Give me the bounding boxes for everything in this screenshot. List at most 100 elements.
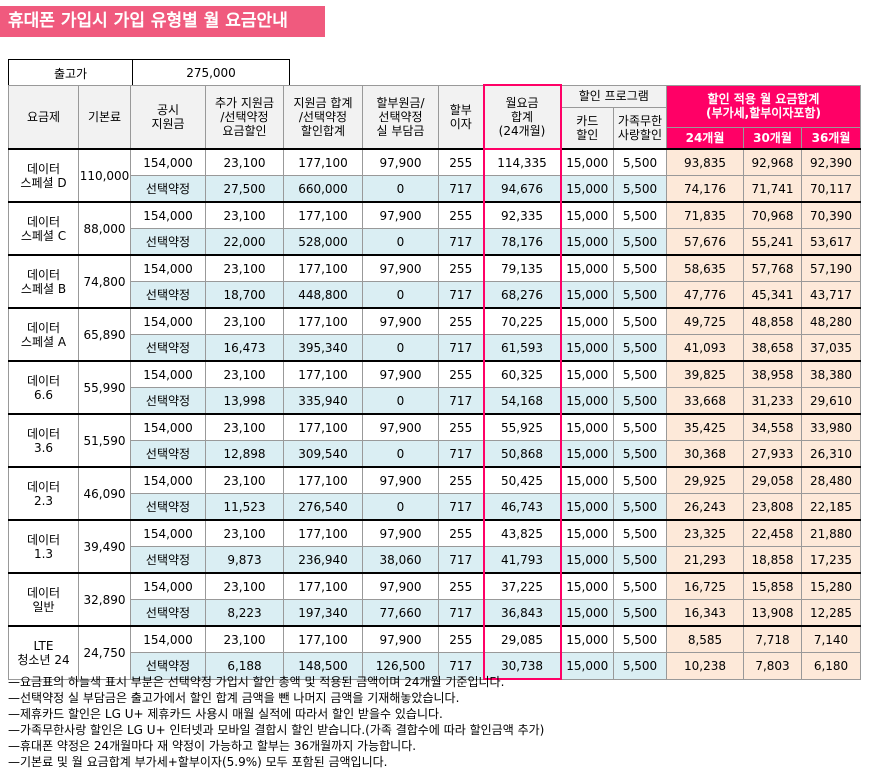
header-total: 지원금 합계 /선택약정 할인합계 (283, 84, 363, 150)
cell: 23,100 (205, 466, 284, 494)
cell: 255 (438, 466, 484, 494)
cell: 5,500 (613, 466, 667, 494)
cell: 23,100 (205, 254, 284, 282)
cell: 74,176 (666, 175, 744, 203)
cell: 23,100 (205, 519, 284, 547)
cell: 선택약정 (130, 493, 206, 521)
cell: 154,000 (130, 360, 206, 388)
cell: 15,000 (560, 599, 614, 627)
cell: 255 (438, 572, 484, 600)
cell: 5,500 (613, 334, 667, 362)
cell: 선택약정 (130, 599, 206, 627)
cell: 5,500 (613, 413, 667, 441)
cell: 49,725 (666, 307, 744, 335)
cell: 0 (362, 387, 439, 415)
table-row: 데이터 스페셜 D 110,000 154,000 23,100 177,100 97,9… (8, 148, 861, 203)
cell: 5,500 (613, 440, 667, 468)
cell: 선택약정 (130, 334, 206, 362)
header-interest: 할부 이자 (438, 84, 484, 150)
cell: 26,243 (666, 493, 744, 521)
note-line: —요금표의 하늘색 표시 부분은 선택약정 가입시 할인 총액 및 적용된 금액… (8, 675, 505, 689)
note-line: —제휴카드 할인은 LG U+ 제휴카드 사용시 매월 실적에 따라서 할인 받… (8, 707, 443, 721)
base-fee: 46,090 (78, 466, 131, 521)
cell: 38,060 (362, 546, 439, 574)
cell: 27,500 (205, 175, 284, 203)
cell: 15,000 (560, 148, 614, 176)
cell: 97,900 (362, 466, 439, 494)
plan-name: 데이터 2.3 (8, 466, 79, 521)
base-fee: 110,000 (78, 148, 131, 203)
cell: 23,100 (205, 148, 284, 176)
cell: 5,500 (613, 599, 667, 627)
cell: 177,100 (283, 625, 363, 653)
cell: 177,100 (283, 307, 363, 335)
cell: 15,000 (560, 625, 614, 653)
cell: 255 (438, 519, 484, 547)
cell: 54,168 (482, 387, 562, 415)
cell: 12,285 (801, 599, 861, 627)
cell: 28,480 (801, 466, 861, 494)
cell: 21,293 (666, 546, 744, 574)
cell: 0 (362, 440, 439, 468)
cell: 22,458 (743, 519, 802, 547)
cell: 0 (362, 281, 439, 309)
cell: 9,873 (205, 546, 284, 574)
cell: 50,425 (482, 466, 562, 494)
cell: 23,325 (666, 519, 744, 547)
cell: 717 (438, 599, 484, 627)
base-fee: 24,750 (78, 625, 131, 680)
cell: 8,585 (666, 625, 744, 653)
cell: 717 (438, 546, 484, 574)
cell: 5,500 (613, 652, 667, 680)
cell: 70,390 (801, 201, 861, 229)
cell: 5,500 (613, 307, 667, 335)
cell: 177,100 (283, 148, 363, 176)
plan-name: 데이터 스페셜 D (8, 148, 79, 203)
cell: 15,858 (743, 572, 802, 600)
cell: 23,808 (743, 493, 802, 521)
cell: 15,000 (560, 387, 614, 415)
cell: 660,000 (283, 175, 363, 203)
rate-table: 요금제 기본료 공시 지원금 추가 지원금 /선택약정 요금할인 지원금 합계 /선택약… (8, 84, 861, 680)
cell: 15,000 (560, 254, 614, 282)
cell: 77,660 (362, 599, 439, 627)
cell: 68,276 (482, 281, 562, 309)
cell: 15,000 (560, 281, 614, 309)
cell: 22,000 (205, 228, 284, 256)
cell: 37,225 (482, 572, 562, 600)
cell: 154,000 (130, 254, 206, 282)
cell: 33,980 (801, 413, 861, 441)
table-row: 데이터 6.6 55,990 154,000 23,100 177,100 97,900 2… (8, 360, 861, 415)
table-row: 선택약정 27,500 660,000 0 717 94,676 15,000 5,500 74… (9, 175, 861, 203)
base-fee: 88,000 (78, 201, 131, 256)
cell: 154,000 (130, 413, 206, 441)
cell: 255 (438, 307, 484, 335)
cell: 97,900 (362, 572, 439, 600)
cell: 177,100 (283, 201, 363, 229)
page-title: 휴대폰 가입시 가입 유형별 월 요금안내 (0, 6, 325, 37)
cell: 255 (438, 625, 484, 653)
cell: 48,280 (801, 307, 861, 335)
cell: 53,617 (801, 228, 861, 256)
cell: 23,100 (205, 413, 284, 441)
cell: 43,717 (801, 281, 861, 309)
header-m36: 36개월 (801, 126, 861, 150)
cell: 15,000 (560, 652, 614, 680)
cell: 15,000 (560, 572, 614, 600)
cell: 57,768 (743, 254, 802, 282)
cell: 70,117 (801, 175, 861, 203)
table-row: 데이터 스페셜 B 74,800 154,000 23,100 177,100 97,90… (8, 254, 861, 309)
plan-name: 데이터 스페셜 C (8, 201, 79, 256)
table-row: 선택약정 9,873 236,940 38,060 717 41,793 15,000 5,5… (9, 546, 861, 574)
cell: 22,185 (801, 493, 861, 521)
plan-name: 데이터 3.6 (8, 413, 79, 468)
cell: 717 (438, 175, 484, 203)
cell: 10,238 (666, 652, 744, 680)
cell: 79,135 (482, 254, 562, 282)
header-monthly: 월요금 합계 (24개월) (482, 84, 562, 150)
cell: 50,868 (482, 440, 562, 468)
cell: 29,058 (743, 466, 802, 494)
cell: 154,000 (130, 625, 206, 653)
cell: 255 (438, 360, 484, 388)
cell: 5,500 (613, 281, 667, 309)
